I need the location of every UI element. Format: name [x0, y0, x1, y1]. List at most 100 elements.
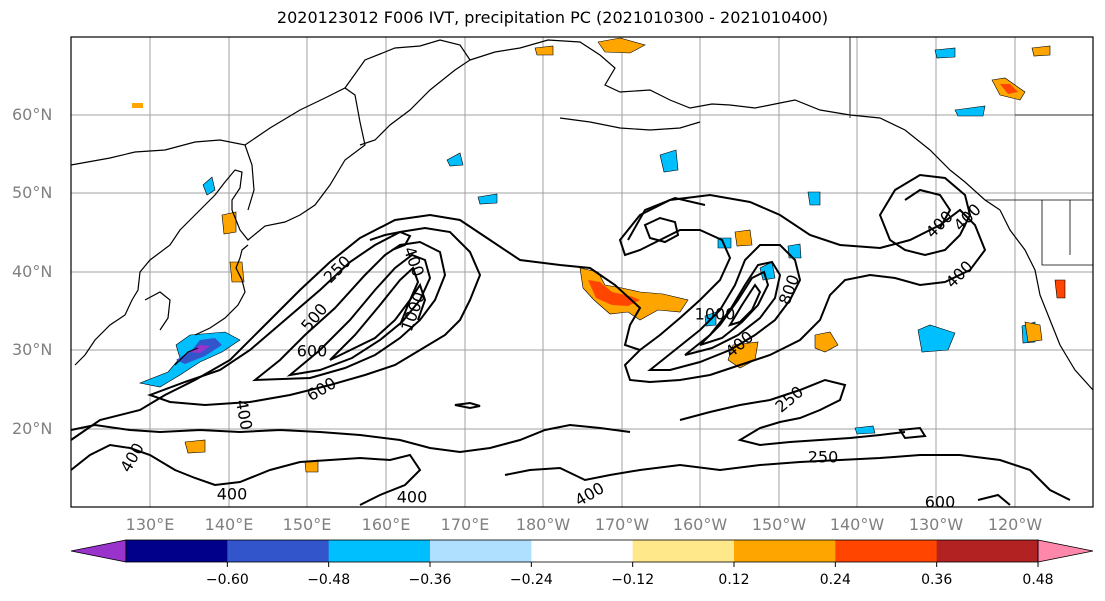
coast-korea: [144, 291, 171, 331]
colorbar-tick-label: 0.12: [718, 572, 750, 588]
contour-core-west: [369, 230, 412, 251]
precip-positive-6: [734, 229, 753, 247]
colorbar-segment: [632, 540, 735, 562]
lat-label: 50°N: [12, 183, 53, 202]
lon-label: 120°W: [987, 515, 1043, 534]
contour-400-east: [647, 244, 802, 371]
contour-small3: [977, 493, 1011, 506]
colorbar-segment: [430, 540, 532, 562]
lat-label: 20°N: [12, 419, 53, 438]
lon-label: 140°E: [204, 515, 254, 534]
coast-aleutians: [559, 117, 701, 131]
lon-label: 130°E: [125, 515, 175, 534]
precip-negative-kuril: [202, 176, 216, 196]
coastlines: [70, 39, 1094, 391]
lon-label: 160°E: [361, 515, 411, 534]
coast-japan-kyushu: [174, 347, 199, 366]
contour-inner-west: [399, 282, 427, 326]
coast-alaska-w: [469, 39, 1001, 211]
contour-1000-east: [727, 283, 762, 327]
contour-250-east: [618, 193, 987, 384]
precip-positive-12: [132, 103, 143, 108]
borders: [849, 37, 1093, 266]
contour-400-south2: [504, 454, 1071, 501]
colorbar-segment: [835, 540, 938, 562]
contour-1000-west: [329, 266, 420, 361]
precip-negative-east4: [659, 149, 679, 173]
contour-label: 400: [397, 488, 428, 507]
contour-800-east: [699, 270, 770, 346]
precip-positive-1: [814, 331, 839, 353]
precip-negative-east2: [854, 425, 876, 435]
colorbar-tick-label: −0.60: [205, 572, 249, 588]
precip-positive-canada-core: [1000, 84, 1018, 94]
lon-label: 170°E: [440, 515, 490, 534]
contour-400-west: [147, 226, 482, 407]
colorbar-segment: [734, 540, 836, 562]
precip-negative-east3: [807, 191, 821, 206]
map-title: 2020123012 F006 IVT, precipitation PC (2…: [276, 8, 829, 27]
colorbar-segment: [227, 540, 330, 562]
precip-negative-east6: [934, 47, 956, 59]
contour-label: 400: [217, 485, 248, 504]
precip-positive-8: [1024, 321, 1043, 343]
precip-positive-10: [1031, 45, 1051, 57]
contour-250-south2: [70, 423, 631, 454]
colorbar-segment: [126, 540, 228, 562]
contour-swirl2: [627, 196, 706, 241]
precip-positive-3: [184, 439, 206, 454]
plot-frame: [70, 36, 1094, 508]
contour-swirl1: [643, 216, 680, 244]
contour-label: 1000: [695, 305, 736, 324]
colorbar-extend-low: [70, 539, 127, 563]
coast-asia: [70, 87, 366, 366]
lon-label: 140°W: [829, 515, 885, 534]
contour-600-west: [252, 240, 447, 382]
precip-negative-east7: [759, 261, 776, 281]
colorbar-tick-label: 0.24: [819, 572, 851, 588]
lat-label: 30°N: [12, 340, 53, 359]
contour-400-ne: [878, 173, 972, 257]
lon-label: 150°E: [282, 515, 332, 534]
precip-negative-east1: [917, 324, 956, 353]
colorbar-frame: [125, 539, 1039, 563]
lon-label: 130°W: [908, 515, 964, 534]
contour-small2: [898, 426, 927, 440]
precip-positive-alaska: [597, 37, 646, 54]
precip-positive-central: [579, 267, 689, 321]
lon-label: 180°W: [515, 515, 571, 534]
colorbar-segment: [531, 540, 634, 562]
contour-label: 600: [297, 342, 328, 361]
precip-negative-japan-inner: [190, 345, 210, 353]
lon-label: 170°W: [594, 515, 650, 534]
contour-800-west: [286, 253, 432, 377]
colorbar-tick-label: −0.36: [408, 572, 452, 588]
colorbar-tick-label: −0.12: [611, 572, 655, 588]
precip-positive-9: [534, 45, 554, 56]
precip-negative-small1: [446, 152, 464, 167]
contour-400-south: [70, 443, 422, 506]
contour-250-west: [70, 213, 642, 441]
colorbar-tick-label: −0.24: [509, 572, 553, 588]
colorbar-segment: [328, 540, 431, 562]
coast-namerica: [999, 209, 1094, 391]
precip-positive-7: [1054, 279, 1066, 299]
coast-sakhalin: [244, 144, 255, 211]
lat-label: 40°N: [12, 262, 53, 281]
colorbar-tick-label: −0.48: [307, 572, 351, 588]
colorbar: [70, 539, 1094, 567]
precip-negative-east5: [954, 105, 986, 117]
colorbar-tick-label: 0.36: [921, 572, 953, 588]
gridlines: [71, 37, 1093, 507]
contour-250-south: [679, 378, 906, 447]
ivt-contours: [70, 173, 1071, 506]
colorbar-segment: [936, 540, 1039, 562]
contour-400-ne-inner: [904, 188, 952, 229]
precip-negative-small2: [477, 193, 498, 205]
precip-positive-4: [221, 211, 237, 235]
colorbar-tick-label: 0.48: [1022, 572, 1054, 588]
contour-small1: [454, 401, 481, 410]
lat-label: 60°N: [12, 105, 53, 124]
colorbar-extend-high: [1037, 539, 1094, 563]
